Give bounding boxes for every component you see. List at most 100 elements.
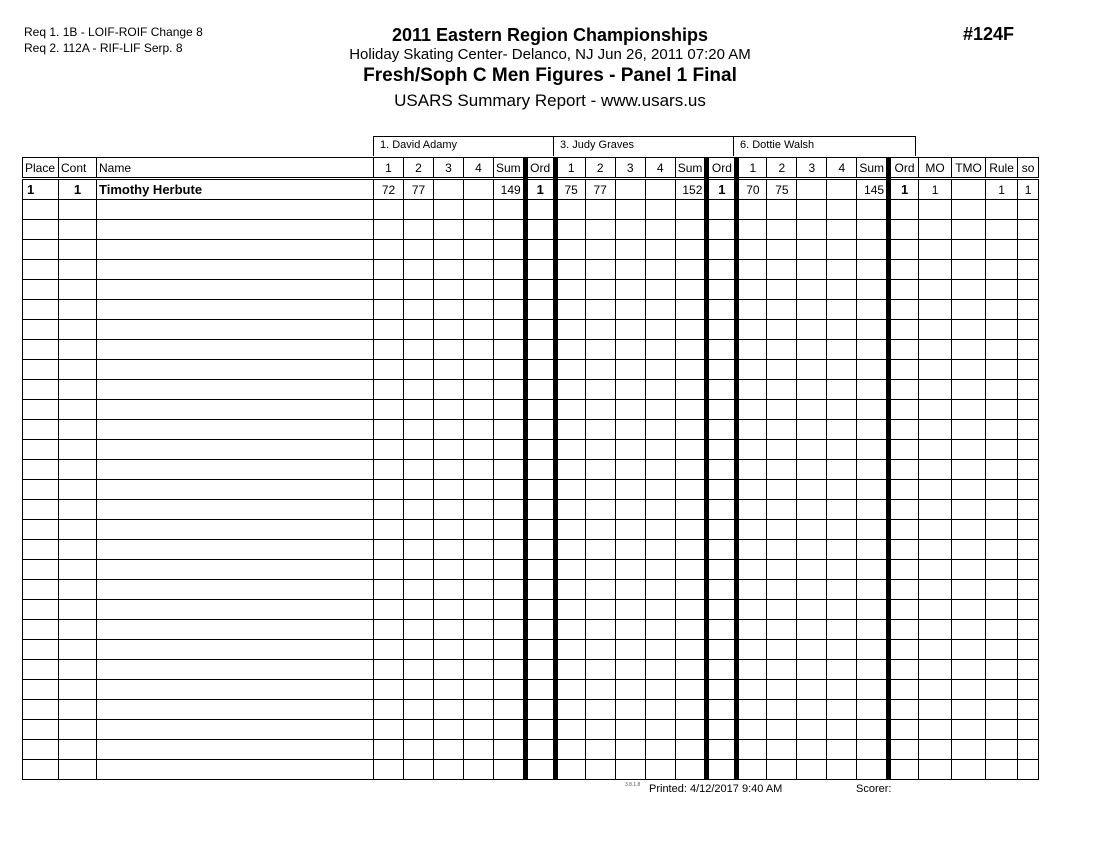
table-cell — [796, 519, 828, 540]
table-cell — [951, 239, 987, 260]
table-cell — [96, 439, 374, 460]
table-cell — [704, 619, 738, 640]
table-cell — [985, 759, 1019, 780]
table-cell — [796, 559, 828, 580]
table-cell — [373, 419, 404, 440]
table-cell — [796, 359, 828, 380]
table-cell — [674, 299, 708, 320]
table-cell: 1 — [22, 178, 59, 200]
table-cell — [1017, 379, 1040, 400]
judge-header-3: 6. Dottie Walsh — [733, 136, 916, 156]
table-cell — [584, 479, 616, 500]
table-cell — [856, 579, 890, 600]
table-cell — [373, 299, 404, 320]
table-cell — [96, 239, 374, 260]
table-cell — [433, 439, 464, 460]
table-cell — [704, 239, 738, 260]
table-cell — [522, 219, 556, 240]
table-cell — [522, 279, 556, 300]
table-cell — [985, 639, 1019, 660]
table-cell — [985, 719, 1019, 740]
table-cell — [796, 339, 828, 360]
table-cell — [403, 439, 434, 460]
report-subtitle: USARS Summary Report - www.usars.us — [394, 91, 706, 110]
table-cell — [796, 199, 828, 220]
table-cell — [614, 319, 646, 340]
table-cell — [522, 759, 556, 780]
table-cell — [918, 699, 953, 720]
table-cell — [58, 459, 97, 480]
table-cell — [826, 739, 858, 760]
table-cell — [918, 399, 953, 420]
table-cell — [674, 219, 708, 240]
table-cell — [1017, 339, 1040, 360]
table-cell — [918, 379, 953, 400]
table-cell — [704, 499, 738, 520]
table-cell — [373, 439, 404, 460]
table-row — [22, 539, 1040, 560]
table-cell — [1017, 359, 1040, 380]
table-cell — [403, 279, 434, 300]
table-cell — [856, 519, 890, 540]
table-cell — [1017, 279, 1040, 300]
table-cell — [856, 459, 890, 480]
table-cell — [734, 699, 768, 720]
table-cell — [373, 559, 404, 580]
table-cell — [674, 539, 708, 560]
table-cell — [463, 199, 494, 220]
table-cell — [951, 339, 987, 360]
table-cell — [704, 339, 738, 360]
table-cell — [522, 699, 556, 720]
table-cell — [614, 199, 646, 220]
table-cell — [766, 399, 798, 420]
table-cell — [734, 299, 768, 320]
table-cell — [766, 739, 798, 760]
table-cell — [951, 659, 987, 680]
table-cell — [522, 539, 556, 560]
table-cell — [584, 759, 616, 780]
table-cell — [918, 559, 953, 580]
table-cell — [826, 439, 858, 460]
table-cell — [373, 579, 404, 600]
table-cell — [614, 499, 646, 520]
table-cell — [58, 379, 97, 400]
column-header: Sum — [493, 157, 526, 180]
table-cell — [522, 579, 556, 600]
table-cell — [951, 719, 987, 740]
table-cell — [734, 319, 768, 340]
table-cell — [951, 679, 987, 700]
table-cell — [644, 178, 676, 200]
table-cell — [951, 759, 987, 780]
table-cell — [985, 659, 1019, 680]
table-cell — [826, 599, 858, 620]
table-cell — [614, 699, 646, 720]
table-cell — [674, 199, 708, 220]
table-cell: 1 — [522, 178, 556, 200]
table-cell — [373, 539, 404, 560]
table-cell — [918, 319, 953, 340]
table-cell — [552, 599, 586, 620]
table-cell — [734, 519, 768, 540]
table-cell — [826, 219, 858, 240]
table-cell — [1017, 319, 1040, 340]
table-cell — [826, 619, 858, 640]
table-cell: 1 — [58, 178, 97, 200]
table-cell — [985, 239, 1019, 260]
table-cell — [886, 399, 920, 420]
table-cell — [886, 339, 920, 360]
table-cell — [552, 199, 586, 220]
table-cell — [58, 499, 97, 520]
table-cell — [918, 299, 953, 320]
column-header: Ord — [522, 157, 556, 180]
table-cell — [58, 359, 97, 380]
table-cell — [826, 239, 858, 260]
table-cell — [96, 279, 374, 300]
table-cell — [433, 579, 464, 600]
table-cell — [734, 659, 768, 680]
table-cell — [433, 639, 464, 660]
table-cell — [856, 419, 890, 440]
table-cell — [704, 559, 738, 580]
table-cell — [614, 659, 646, 680]
table-cell — [403, 739, 434, 760]
table-cell: 149 — [493, 178, 526, 200]
